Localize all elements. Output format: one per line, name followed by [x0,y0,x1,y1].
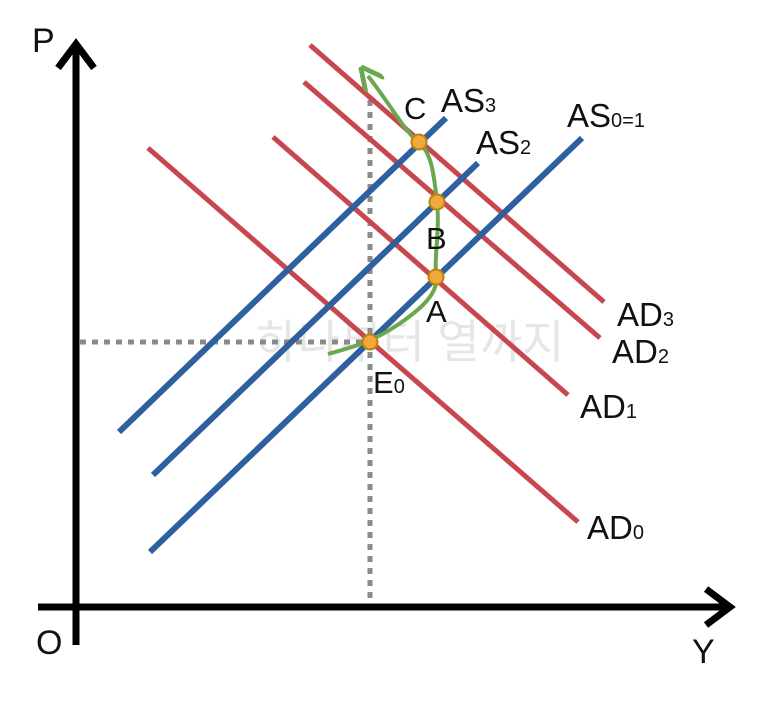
point-a-label: A [426,294,447,329]
ad0-label: AD0 [587,509,644,546]
ad1-curve [271,135,570,397]
origin-label: O [36,624,62,662]
point-b-marker [428,193,446,211]
ad2-curve [302,80,602,340]
ad3-label: AD3 [617,296,674,333]
point-b-label: B [426,221,447,256]
as2-curve [150,160,481,478]
as01-label: AS0=1 [567,97,645,134]
as3-label: AS3 [441,82,496,119]
point-e0-label: E0 [373,365,405,400]
y-axis-label: P [32,22,55,60]
ad0-curve [146,146,580,524]
y-axis-arrowhead [55,38,97,71]
ad1-label: AD1 [580,388,637,425]
x-axis-arrowhead [703,586,736,628]
point-c-marker [410,133,428,151]
adjustment-path-arrow [327,76,440,356]
x-axis-label: Y [692,633,715,671]
as2-label: AS2 [476,124,531,161]
point-e0-marker [361,333,379,351]
ad2-label: AD2 [612,333,669,370]
point-c-label: C [404,91,426,126]
point-a-marker [427,268,445,286]
as3-curve [116,115,449,435]
